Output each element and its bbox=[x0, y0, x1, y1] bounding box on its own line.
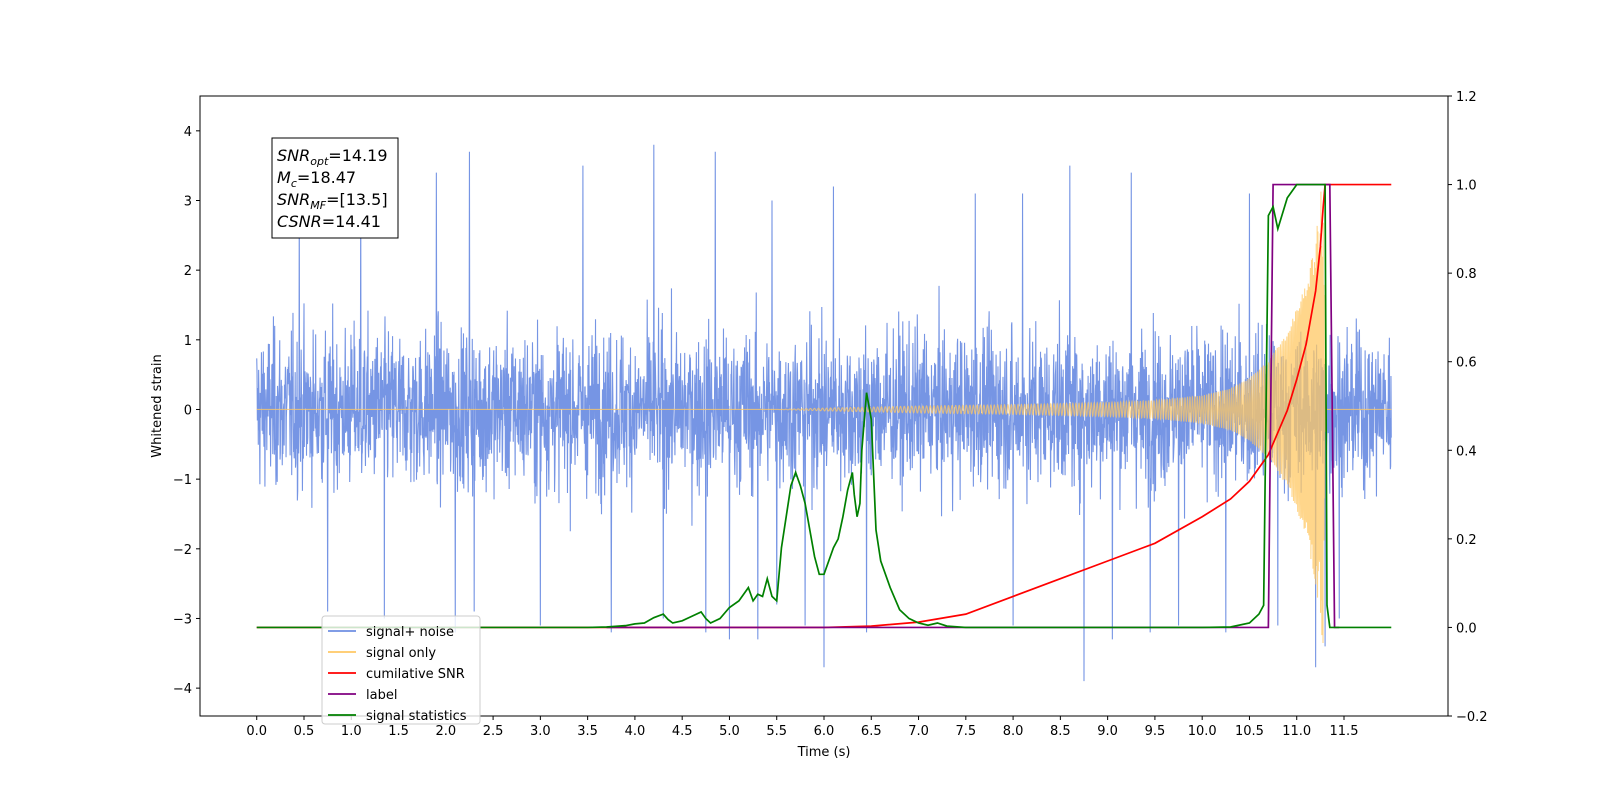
y-tick-label: −2 bbox=[173, 543, 192, 558]
x-tick-label: 1.0 bbox=[341, 724, 362, 739]
annotation-line: SNRMF=[13.5] bbox=[277, 190, 388, 212]
x-tick-label: 3.5 bbox=[577, 724, 598, 739]
series-signal-only bbox=[256, 191, 1392, 643]
legend: signal+ noise signal only cumilative SNR la… bbox=[321, 615, 481, 725]
x-tick-label: 6.0 bbox=[814, 724, 835, 739]
series-cumilative-snr bbox=[256, 183, 1392, 629]
legend-frame bbox=[321, 615, 481, 725]
series-signal-statistics bbox=[256, 183, 1392, 629]
legend-label: signal+ noise bbox=[366, 625, 454, 640]
annotation-frame bbox=[271, 137, 399, 239]
x-tick-label: 2.5 bbox=[483, 724, 504, 739]
y2-tick-label: 0.0 bbox=[1456, 621, 1477, 636]
x-tick-label: 0.0 bbox=[246, 724, 267, 739]
annotation-line: CSNR=14.41 bbox=[277, 212, 381, 231]
y-tick-label: 0 bbox=[184, 403, 192, 418]
x-tick-label: 10.0 bbox=[1188, 724, 1217, 739]
x-tick-label: 10.5 bbox=[1235, 724, 1264, 739]
legend-label: cumilative SNR bbox=[366, 667, 465, 682]
y-axis-right: −0.2 0.0 0.2 0.4 0.6 0.8 1.0 1.2 bbox=[1448, 90, 1488, 725]
y2-tick-label: 0.8 bbox=[1456, 267, 1477, 282]
x-tick-label: 8.0 bbox=[1003, 724, 1024, 739]
y-tick-label: 4 bbox=[184, 125, 192, 140]
y2-tick-label: 1.2 bbox=[1456, 90, 1477, 105]
x-tick-label: 11.0 bbox=[1282, 724, 1311, 739]
legend-label: signal only bbox=[366, 646, 436, 661]
y2-tick-label: 0.4 bbox=[1456, 444, 1477, 459]
x-tick-label: 4.0 bbox=[625, 724, 646, 739]
y2-tick-label: 0.6 bbox=[1456, 356, 1477, 371]
x-tick-label: 2.0 bbox=[435, 724, 456, 739]
x-tick-label: 4.5 bbox=[672, 724, 693, 739]
legend-label: label bbox=[366, 688, 397, 703]
y-axis-left: −4 −3 −2 −1 0 1 2 3 4 bbox=[173, 125, 200, 697]
annotation-line: Mc=18.47 bbox=[277, 168, 356, 190]
x-tick-label: 5.5 bbox=[766, 724, 787, 739]
series-layer bbox=[256, 144, 1392, 682]
y2-tick-label: −0.2 bbox=[1456, 710, 1488, 725]
y-tick-label: −4 bbox=[173, 682, 192, 697]
x-tick-label: 9.0 bbox=[1097, 724, 1118, 739]
x-tick-label: 7.0 bbox=[908, 724, 929, 739]
stats-annotation-box: SNRopt=14.19Mc=18.47SNRMF=[13.5]CSNR=14.… bbox=[271, 137, 399, 239]
x-tick-label: 8.5 bbox=[1050, 724, 1071, 739]
x-tick-label: 3.0 bbox=[530, 724, 551, 739]
y-tick-label: 3 bbox=[184, 194, 192, 209]
x-tick-label: 1.5 bbox=[388, 724, 409, 739]
x-tick-label: 9.5 bbox=[1145, 724, 1166, 739]
x-tick-label: 6.5 bbox=[861, 724, 882, 739]
x-axis-label: Time (s) bbox=[797, 745, 851, 760]
y-tick-label: 2 bbox=[184, 264, 192, 279]
y-tick-label: −1 bbox=[173, 473, 192, 488]
y-tick-label: −3 bbox=[173, 612, 192, 627]
x-tick-label: 5.0 bbox=[719, 724, 740, 739]
y-axis-label: Whitened strain bbox=[150, 354, 165, 457]
annotation-line: SNRopt=14.19 bbox=[277, 146, 388, 168]
x-tick-label: 0.5 bbox=[294, 724, 315, 739]
x-tick-label: 11.5 bbox=[1330, 724, 1359, 739]
y2-tick-label: 1.0 bbox=[1456, 179, 1477, 194]
legend-label: signal statistics bbox=[366, 709, 467, 724]
series-signal-plus-noise bbox=[256, 144, 1392, 682]
x-axis: 0.0 0.5 1.0 1.5 2.0 2.5 3.0 3.5 4.0 4.5 5.0 5.5 6.0 6… bbox=[246, 716, 1358, 739]
y-tick-label: 1 bbox=[184, 334, 192, 349]
x-tick-label: 7.5 bbox=[955, 724, 976, 739]
y2-tick-label: 0.2 bbox=[1456, 533, 1477, 548]
